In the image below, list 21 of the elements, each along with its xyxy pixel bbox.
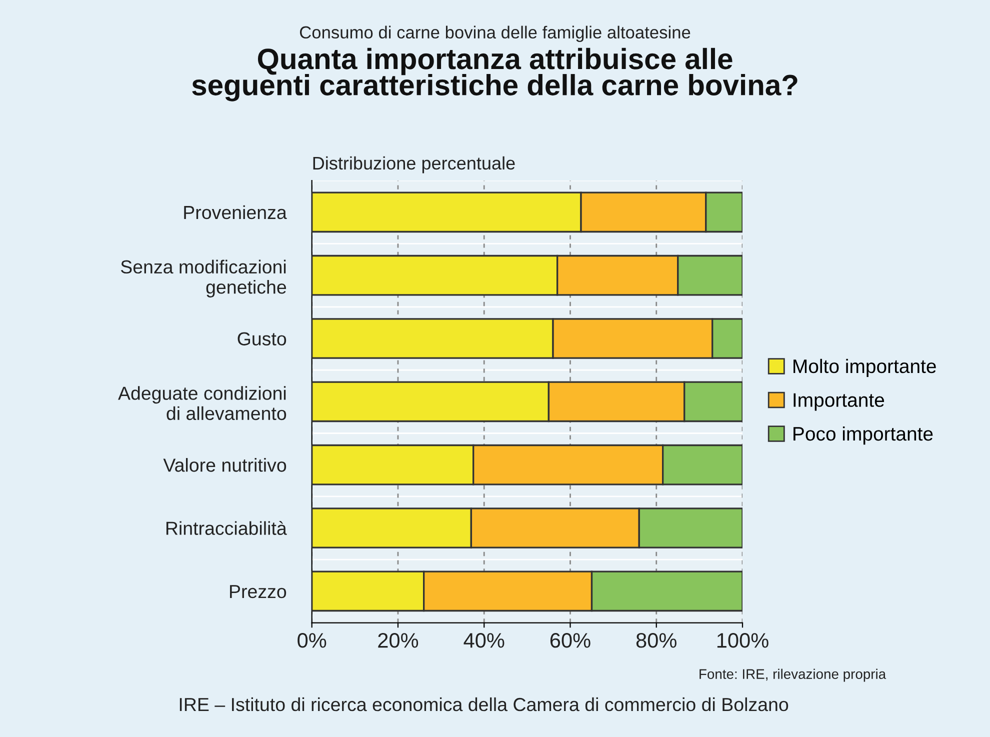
chart-title: Quanta importanza attribuisce alle seguenti caratteristiche della carne bovina? [192, 48, 798, 102]
y-tick-label: Rintracciabilità [166, 520, 287, 535]
legend-label: Importante [794, 393, 884, 411]
chart-subtitle: Consumo di carne bovina delle famiglie altoatesine [300, 26, 690, 42]
y-tick-label: Adeguate condizioni di allevamento [118, 386, 286, 420]
text: IRE – Istituto di ricerca economica della Camera di commercio di Bolzano [180, 697, 788, 712]
text: Distribuzione percentuale [313, 156, 515, 174]
x-tick-label: 80% [636, 633, 676, 648]
y-tick-label: Gusto [238, 332, 286, 346]
x-tick-label: 20% [378, 633, 418, 648]
x-tick-label: 60% [550, 633, 590, 648]
y-tick-label: Prezzo [230, 585, 286, 598]
x-tick-label: 40% [464, 633, 504, 648]
legend-label: Poco importante [794, 426, 933, 445]
legend-label: Molto importante [794, 358, 936, 377]
x-tick-label: 0% [298, 633, 326, 648]
y-tick-label: Senza modificazioni genetiche [120, 260, 286, 298]
x-tick-label: 100% [717, 633, 768, 648]
y-tick-label: Provenienza [184, 205, 287, 220]
y-tick-label: Valore nutritivo [163, 458, 286, 472]
source-note: Fonte: IRE, rilevazione propria [700, 668, 886, 682]
